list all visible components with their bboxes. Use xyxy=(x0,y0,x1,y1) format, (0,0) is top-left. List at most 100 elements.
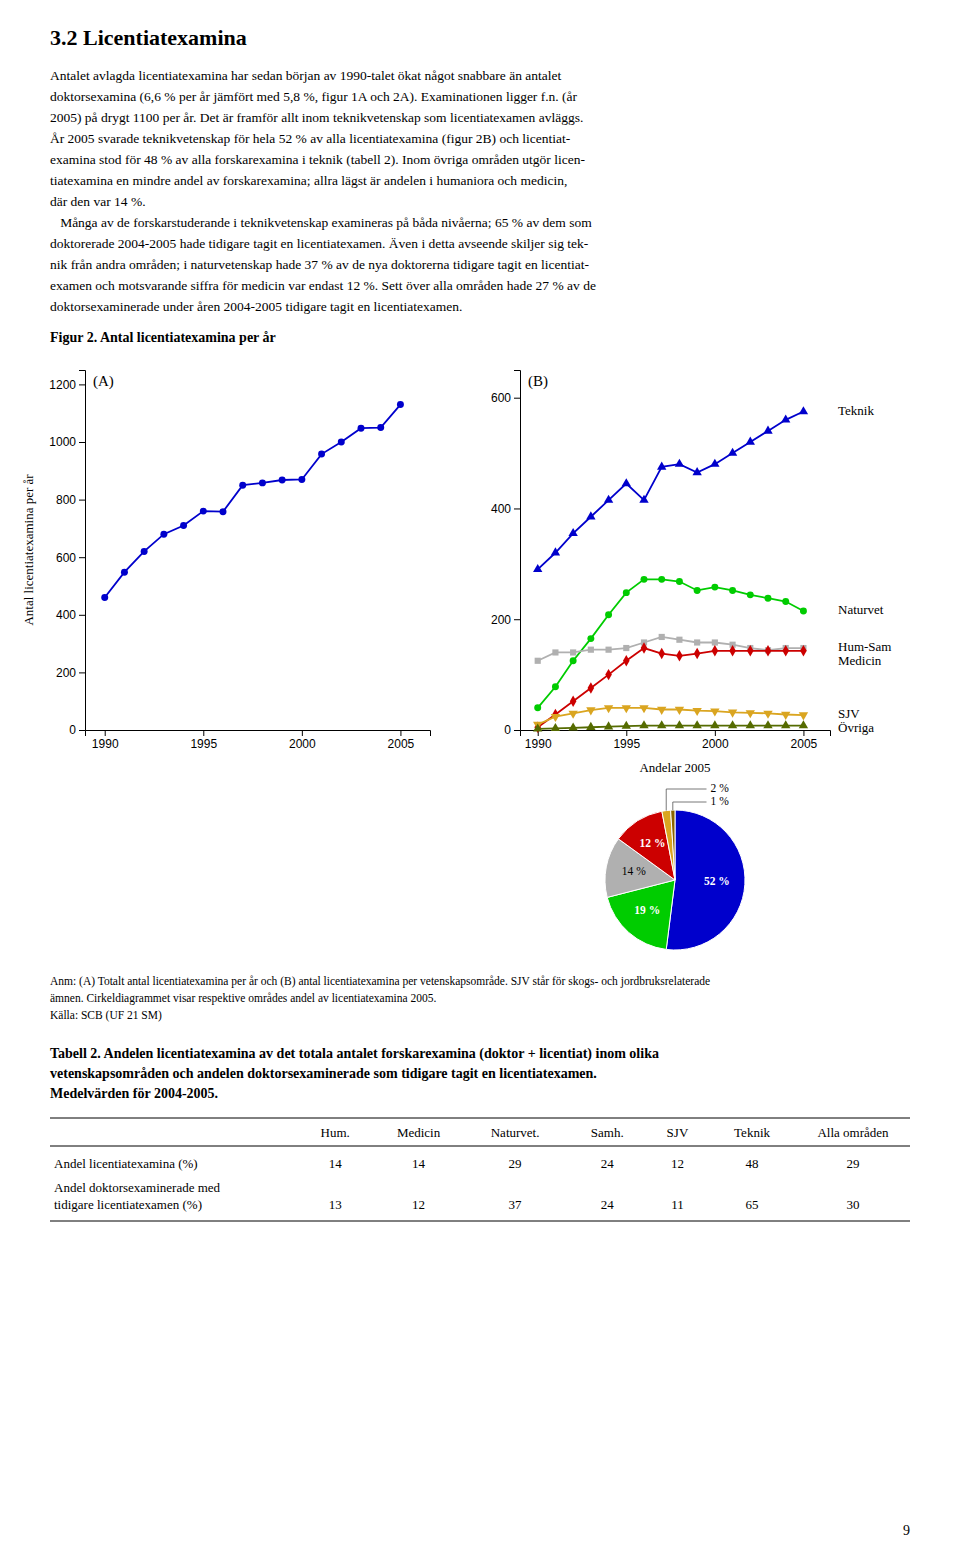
series-point xyxy=(622,721,631,729)
series xyxy=(533,705,808,730)
series-point xyxy=(639,720,648,728)
y-axis-tick: 200 xyxy=(491,613,520,627)
table-header: SJV xyxy=(667,1125,689,1140)
table-cell: 14 xyxy=(329,1156,343,1171)
body-line: examina stod för 48 % av alla forskarexa… xyxy=(50,152,585,167)
series-point xyxy=(694,648,701,659)
series-point xyxy=(675,707,684,715)
tick-mark xyxy=(203,730,204,736)
data-label: 52 % xyxy=(704,875,730,887)
x-axis-tick: 2005 xyxy=(388,730,415,751)
legend-entry: Hum-Sam xyxy=(838,639,891,654)
table: Tabell 2. Andelen licentiatexamina av de… xyxy=(50,1046,910,1221)
table-rule xyxy=(50,1221,910,1222)
series-line xyxy=(538,579,804,707)
tick-label: 1200 xyxy=(49,378,76,392)
tick-label: 1990 xyxy=(92,737,119,751)
series-point xyxy=(377,424,384,431)
series-point xyxy=(746,710,755,718)
table-header: Medicin xyxy=(397,1125,441,1140)
line-chart: 1990199520002005020040060080010001200Ant… xyxy=(21,371,431,751)
series-point xyxy=(694,639,700,645)
tick-label: 600 xyxy=(491,391,511,405)
y-axis-title: Antal licentiatexamina per år xyxy=(21,474,36,626)
series-point xyxy=(781,712,790,720)
tick-mark xyxy=(79,615,85,616)
y-axis-tick: 400 xyxy=(56,608,85,622)
tick-label: 400 xyxy=(56,608,76,622)
tick-label: 1995 xyxy=(613,737,640,751)
series-line xyxy=(538,708,804,725)
panel-label: (B) xyxy=(528,373,548,390)
data-label: 1 % xyxy=(711,795,730,807)
pie-chart: Andelar 200552 %19 %14 %12 %1 %2 % xyxy=(605,760,745,950)
tick-mark xyxy=(514,508,520,509)
series-point xyxy=(604,721,613,729)
plot-marks xyxy=(533,406,808,733)
series-point xyxy=(622,478,631,486)
series-point xyxy=(586,511,595,519)
tick-mark xyxy=(514,619,520,620)
table-cell: 48 xyxy=(746,1156,759,1171)
x-axis-tick: 2000 xyxy=(702,730,729,751)
table-rule xyxy=(50,1118,910,1119)
series-point xyxy=(588,682,595,693)
y-axis-tick: 1200 xyxy=(49,378,85,392)
figure-caption: Figur 2. Antal licentiatexamina per år xyxy=(50,330,276,345)
x-axis-tick: 2005 xyxy=(791,730,818,751)
table-cell: 13 xyxy=(329,1197,342,1212)
series xyxy=(101,401,404,601)
page-title: 3.2 Licentiatexamina xyxy=(50,25,247,50)
series-point xyxy=(657,707,666,715)
series-point xyxy=(799,406,808,414)
y-axis-tick: 600 xyxy=(56,551,85,565)
body-line: examen och motsvarande siffra för medici… xyxy=(50,278,596,293)
table-row-label: Andel licentiatexamina (%) xyxy=(54,1156,198,1171)
data-label: 14 % xyxy=(622,865,646,877)
legend: TeknikNaturvetHum-SamMedicinSJVÖvriga xyxy=(838,403,891,736)
tick-label: 2000 xyxy=(289,737,316,751)
series-point xyxy=(710,459,719,467)
tick-mark xyxy=(715,730,716,736)
series-point xyxy=(712,645,719,656)
tick-mark xyxy=(302,730,303,736)
series-point xyxy=(765,645,772,656)
series-point xyxy=(318,451,325,458)
x-axis: 1990 1995 2000 2005 xyxy=(521,730,831,751)
series-point xyxy=(694,587,701,594)
body-line: doktorerade 2004-2005 hade tidigare tagi… xyxy=(50,236,589,251)
series-point xyxy=(710,720,719,728)
note: Källa: SCB (UF 21 SM) xyxy=(50,1009,162,1022)
tick-label: 2000 xyxy=(702,737,729,751)
table-cell: 12 xyxy=(671,1156,684,1171)
series-line xyxy=(538,637,804,661)
series-point xyxy=(604,705,613,713)
page: 3.2 LicentiatexaminaAntalet avlagda lice… xyxy=(0,0,960,1549)
table-title: vetenskapsområden och andelen doktorsexa… xyxy=(50,1066,597,1081)
series-point xyxy=(279,477,286,484)
tick-mark xyxy=(79,500,85,501)
y-axis-tick: 0 xyxy=(504,723,520,737)
series-point xyxy=(586,722,595,730)
table-row-label: tidigare licentiatexamen (%) xyxy=(54,1197,202,1212)
legend-entry: Medicin xyxy=(838,653,882,668)
series-point xyxy=(800,607,807,614)
series-point xyxy=(101,594,108,601)
tick-label: 0 xyxy=(69,723,76,737)
tick-mark xyxy=(79,384,85,385)
note: Anm: (A) Totalt antal licentiatexamina p… xyxy=(50,975,710,988)
table-cell: 14 xyxy=(412,1156,426,1171)
series-point xyxy=(259,479,266,486)
series-point xyxy=(728,448,737,456)
series-point xyxy=(552,649,558,655)
x-axis-line xyxy=(521,731,831,737)
x-axis-tick: 1990 xyxy=(525,730,552,751)
legend-entry: SJV xyxy=(838,706,860,721)
series-line xyxy=(538,726,804,729)
table-header: Naturvet. xyxy=(491,1125,540,1140)
y-axis-tick: 800 xyxy=(56,493,85,507)
series-point xyxy=(605,647,611,653)
body-line: Många av de forskarstuderande i teknikve… xyxy=(50,215,592,230)
series-point xyxy=(535,658,541,664)
series-point xyxy=(552,683,559,690)
